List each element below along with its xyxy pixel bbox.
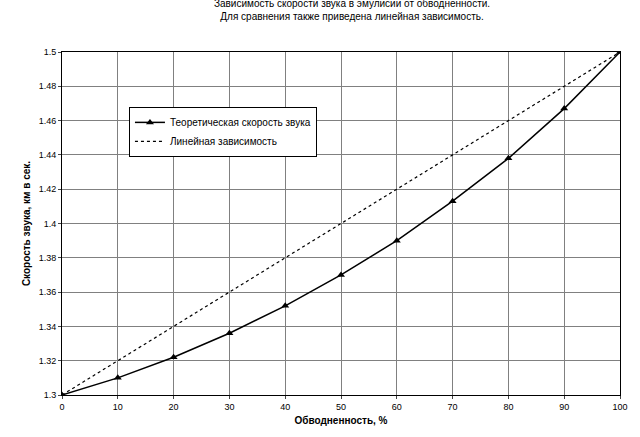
svg-text:60: 60 [392, 402, 402, 412]
svg-text:Обводненность, %: Обводненность, % [294, 415, 387, 426]
svg-text:1.34: 1.34 [39, 322, 57, 332]
svg-text:1.46: 1.46 [39, 116, 57, 126]
svg-text:Скорость звука, км в сек.: Скорость звука, км в сек. [21, 161, 32, 286]
svg-text:80: 80 [503, 402, 513, 412]
svg-text:90: 90 [559, 402, 569, 412]
svg-text:30: 30 [224, 402, 234, 412]
svg-text:20: 20 [169, 402, 179, 412]
svg-text:Линейная зависимость: Линейная зависимость [170, 136, 277, 147]
svg-text:Теоретическая скорость звука: Теоретическая скорость звука [170, 117, 311, 128]
svg-text:1.48: 1.48 [39, 81, 57, 91]
svg-text:10: 10 [113, 402, 123, 412]
svg-text:1.42: 1.42 [39, 184, 57, 194]
svg-text:1.36: 1.36 [39, 287, 57, 297]
svg-text:0: 0 [59, 402, 64, 412]
svg-text:100: 100 [612, 402, 627, 412]
svg-text:1.5: 1.5 [44, 47, 57, 57]
svg-text:1.4: 1.4 [44, 219, 57, 229]
svg-text:Зависимость скорости звука в э: Зависимость скорости звука в эмулисии от… [214, 0, 490, 22]
svg-text:70: 70 [448, 402, 458, 412]
svg-text:1.44: 1.44 [39, 150, 57, 160]
svg-text:1.32: 1.32 [39, 356, 57, 366]
svg-text:50: 50 [336, 402, 346, 412]
svg-text:1.3: 1.3 [44, 390, 57, 400]
svg-text:1.38: 1.38 [39, 253, 57, 263]
svg-text:40: 40 [280, 402, 290, 412]
